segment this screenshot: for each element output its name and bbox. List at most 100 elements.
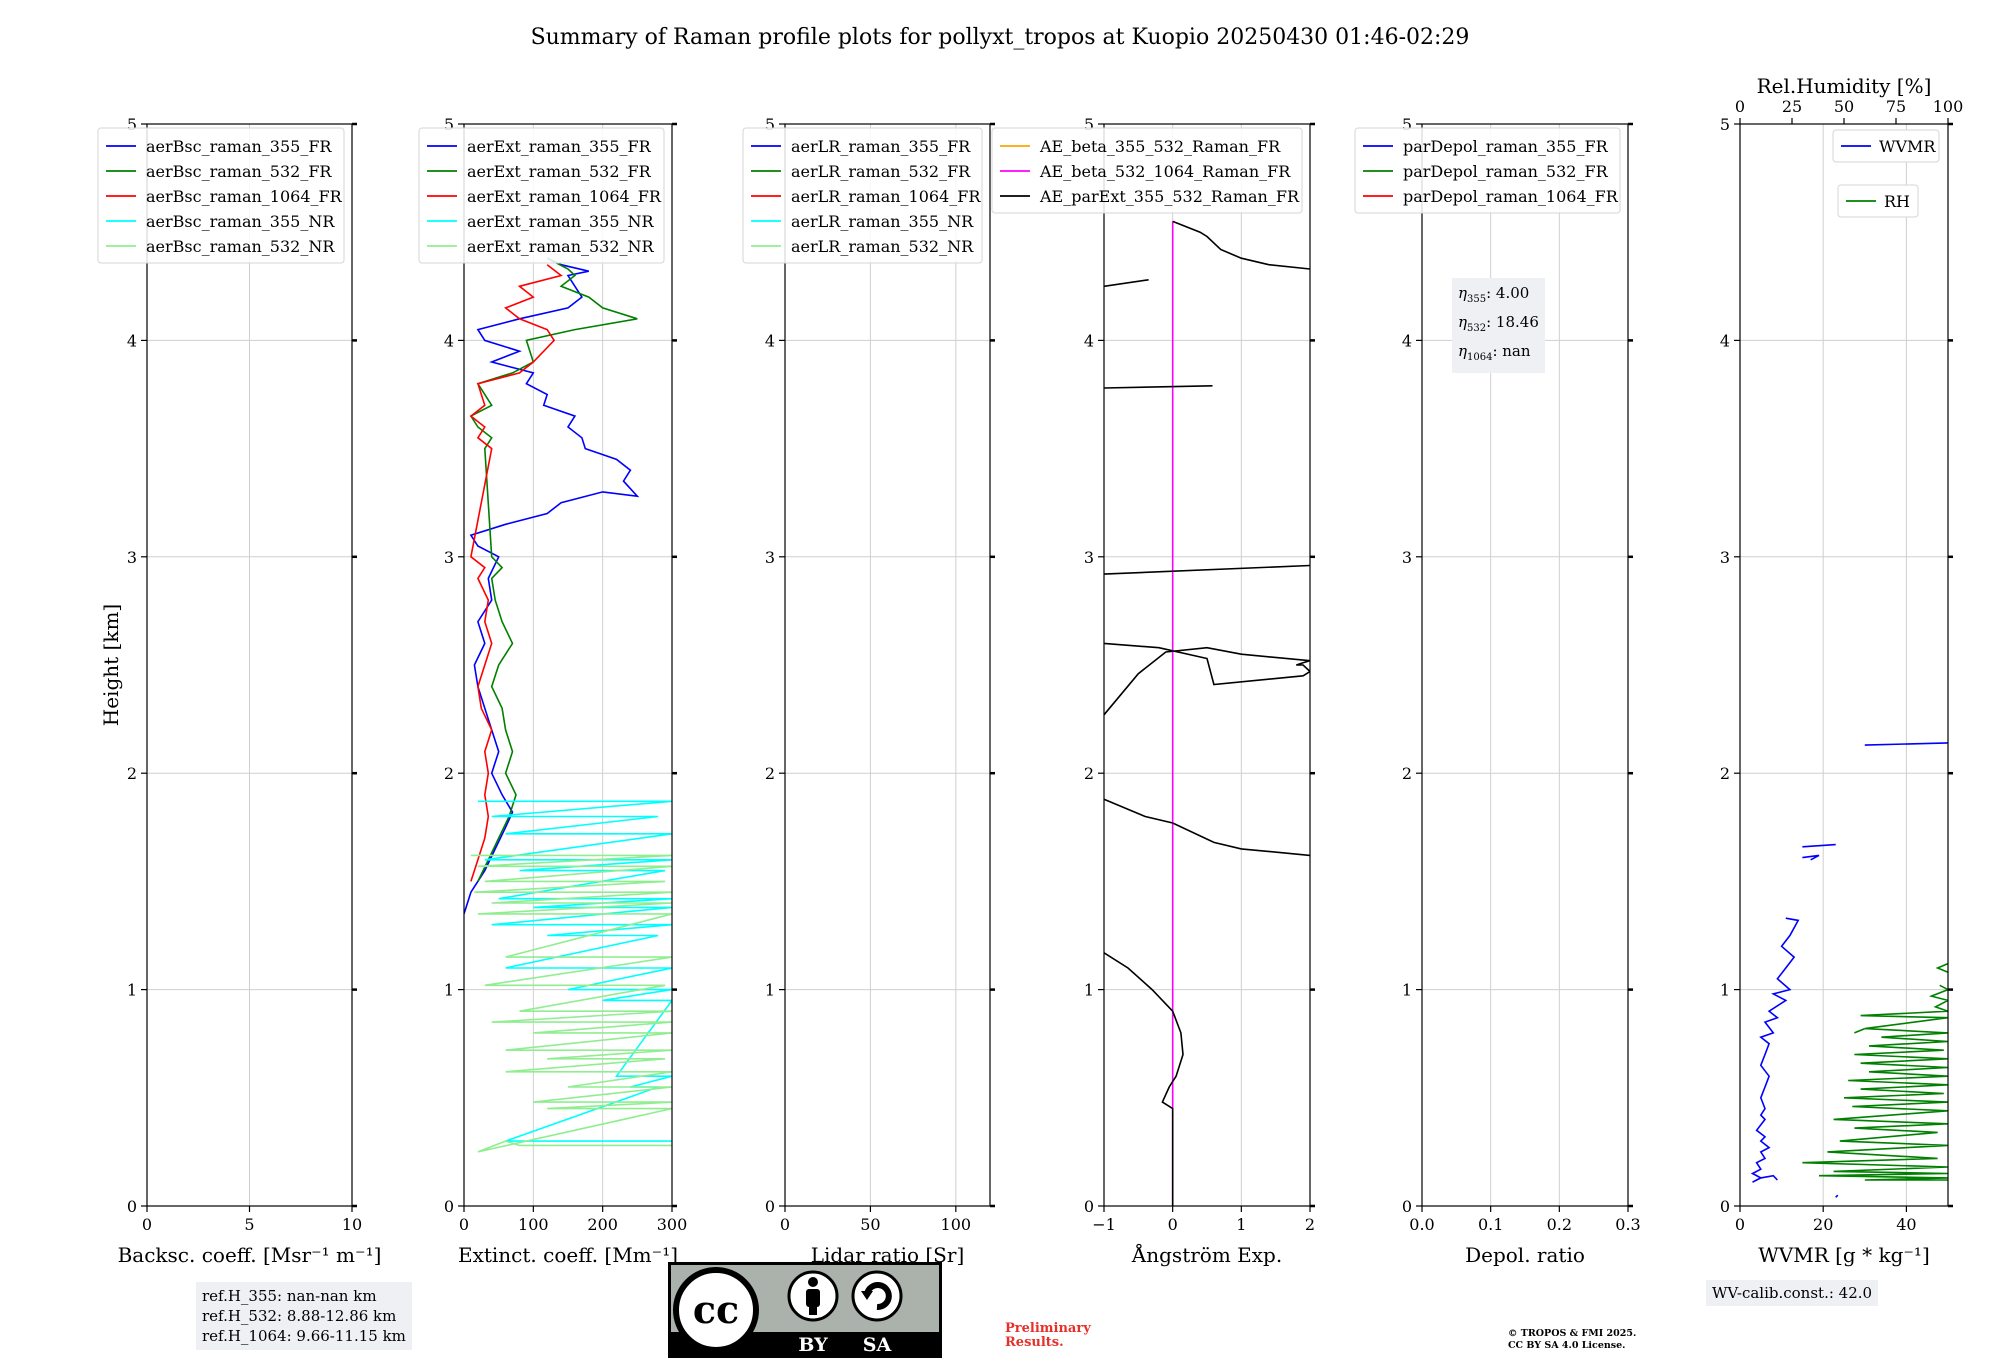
- refh-1064: ref.H_1064: 9.66-11.15 km: [202, 1327, 406, 1345]
- y-tick-label: 2: [1402, 764, 1412, 783]
- legend-label: aerLR_raman_532_FR: [791, 162, 971, 181]
- y-tick-label: 5: [1720, 115, 1730, 134]
- legend: AE_beta_355_532_Raman_FR AE_beta_532_1064…: [991, 127, 1303, 214]
- panel-2: 0 100 200 300 0 1 2 3 4 5 Extinct. coeff. [Mm⁻¹] ae…: [418, 115, 687, 1267]
- series-line-aerExt_raman_1064_FR: [469, 264, 563, 882]
- legend-box: [97, 127, 345, 264]
- x-tick-label: 100: [518, 1215, 549, 1234]
- y-tick-label: 3: [127, 548, 137, 567]
- x-tick-label: 50: [860, 1215, 880, 1234]
- y-tick-label: 3: [1084, 548, 1094, 567]
- legend-label: aerBsc_raman_532_NR: [146, 237, 335, 256]
- legend-label: aerBsc_raman_1064_FR: [146, 187, 343, 206]
- by-label: BY: [798, 1334, 828, 1356]
- series-line-AE_parExt_355_532_Raman_FR: [1172, 220, 1310, 270]
- x-axis-label: Backsc. coeff. [Msr⁻¹ m⁻¹]: [118, 1243, 382, 1267]
- legend: parDepol_raman_355_FR parDepol_raman_532_…: [1354, 127, 1621, 214]
- eta-532: η532: 18.46: [1458, 313, 1539, 334]
- x-tick-label: 0.3: [1615, 1215, 1640, 1234]
- series-line-WVMR: [1802, 854, 1820, 861]
- series-line-AE_parExt_355_532_Raman_FR: [1104, 642, 1310, 716]
- panel-1: 0 5 10 0 1 2 3 4 5 Backsc. coeff. [Msr⁻¹ m⁻¹] aerB…: [97, 115, 382, 1267]
- series-line-AE_parExt_355_532_Raman_FR: [1104, 798, 1310, 857]
- series-line-RH: [1854, 1027, 1866, 1034]
- reference-height-note: ref.H_355: nan-nan km ref.H_532: 8.88-12…: [196, 1282, 412, 1350]
- x-tick-label: 0: [1735, 1215, 1745, 1234]
- sa-share-icon: [851, 1270, 903, 1322]
- axes-frame: [1421, 123, 1629, 1207]
- legend-label: aerLR_raman_1064_FR: [791, 187, 981, 206]
- x-tick-label: 0.0: [1409, 1215, 1434, 1234]
- y-tick-label: 1: [1084, 981, 1094, 1000]
- sa-label: SA: [863, 1334, 892, 1356]
- legend-label: WVMR: [1879, 137, 1936, 156]
- y-tick-label: 4: [1720, 331, 1730, 350]
- series-group: [1750, 742, 1948, 1198]
- y-tick-label: 4: [1402, 331, 1412, 350]
- y-tick-label: 0: [1084, 1197, 1094, 1216]
- cc-by-sa-license-badge: cc BY SA: [668, 1262, 942, 1358]
- legend: aerBsc_raman_355_FR aerBsc_raman_532_FRae…: [97, 127, 345, 264]
- refh-532: ref.H_532: 8.88-12.86 km: [202, 1307, 397, 1325]
- legend-label: aerLR_raman_355_NR: [791, 212, 974, 231]
- figure-title: Summary of Raman profile plots for polly…: [531, 25, 1470, 50]
- series-line-AE_parExt_355_532_Raman_FR: [1104, 952, 1184, 1206]
- series-line-WVMR: [1750, 917, 1800, 1183]
- legend-label: parDepol_raman_532_FR: [1403, 162, 1609, 181]
- eta-values-box: η355: 4.00 η532: 18.46 η1064: nan: [1452, 278, 1545, 373]
- legend-label: aerBsc_raman_532_FR: [146, 162, 332, 181]
- legend: aerExt_raman_355_FR aerExt_raman_532_FRae…: [418, 127, 665, 264]
- legend-label: aerExt_raman_532_NR: [467, 237, 655, 256]
- legend-box: [1354, 127, 1621, 214]
- legend-label: aerExt_raman_355_NR: [467, 212, 655, 231]
- wv-calibration-note: WV-calib.const.: 42.0: [1706, 1280, 1879, 1306]
- y-tick-label: 1: [765, 981, 775, 1000]
- y-tick-label: 0: [1720, 1197, 1730, 1216]
- x2-tick-label: 0: [1735, 97, 1745, 116]
- x-tick-label: 0.2: [1547, 1215, 1572, 1234]
- legend-label: AE_beta_355_532_Raman_FR: [1039, 137, 1281, 156]
- y-tick-label: 0: [444, 1197, 454, 1216]
- legend-label: parDepol_raman_355_FR: [1403, 137, 1609, 156]
- series-line-RH: [1935, 962, 1948, 974]
- series-line-AE_parExt_355_532_Raman_FR: [1104, 279, 1149, 288]
- y-tick-label: 3: [1720, 548, 1730, 567]
- legend-label: aerExt_raman_1064_FR: [467, 187, 662, 206]
- legend-label: RH: [1884, 192, 1910, 211]
- x-axis-label: WVMR [g * kg⁻¹]: [1758, 1243, 1930, 1267]
- y-tick-label: 0: [127, 1197, 137, 1216]
- y-tick-label: 3: [1402, 548, 1412, 567]
- refh-355: ref.H_355: nan-nan km: [202, 1287, 377, 1305]
- x-tick-label: 200: [587, 1215, 618, 1234]
- axes-frame: [784, 123, 991, 1207]
- legend-box: [991, 127, 1303, 214]
- x-tick-label: 2: [1305, 1215, 1315, 1234]
- y-tick-label: 5: [765, 115, 775, 134]
- series-line-aerExt_raman_355_FR: [464, 257, 640, 915]
- y-tick-label: 2: [1720, 764, 1730, 783]
- y-tick-label: 1: [1402, 981, 1412, 1000]
- y-tick-label: 5: [444, 115, 454, 134]
- legend-label: aerLR_raman_355_FR: [791, 137, 971, 156]
- y-tick-label: 4: [1084, 331, 1094, 350]
- y-tick-label: 1: [444, 981, 454, 1000]
- legend-label: aerExt_raman_532_FR: [467, 162, 652, 181]
- x-tick-label: 0.1: [1478, 1215, 1503, 1234]
- x-axis-label: Extinct. coeff. [Mm⁻¹]: [458, 1243, 678, 1267]
- x-tick-label: 100: [941, 1215, 972, 1234]
- panel-6: 0 20 40 0 1 2 3 4 5 WVMR [g * kg⁻¹] 0 25 50 75 100Rel.…: [1720, 74, 1963, 1267]
- axes-frame: [1103, 123, 1311, 1207]
- series-line-AE_parExt_355_532_Raman_FR: [1104, 385, 1213, 389]
- y-tick-label: 0: [1402, 1197, 1412, 1216]
- y-tick-label: 1: [127, 981, 137, 1000]
- x-tick-label: −1: [1092, 1215, 1116, 1234]
- x-tick-label: 0: [780, 1215, 790, 1234]
- y-tick-label: 5: [1084, 115, 1094, 134]
- x-tick-label: 0: [142, 1215, 152, 1234]
- legend-box: [1832, 129, 1940, 163]
- y-tick-label: 2: [765, 764, 775, 783]
- x-tick-label: 10: [342, 1215, 362, 1234]
